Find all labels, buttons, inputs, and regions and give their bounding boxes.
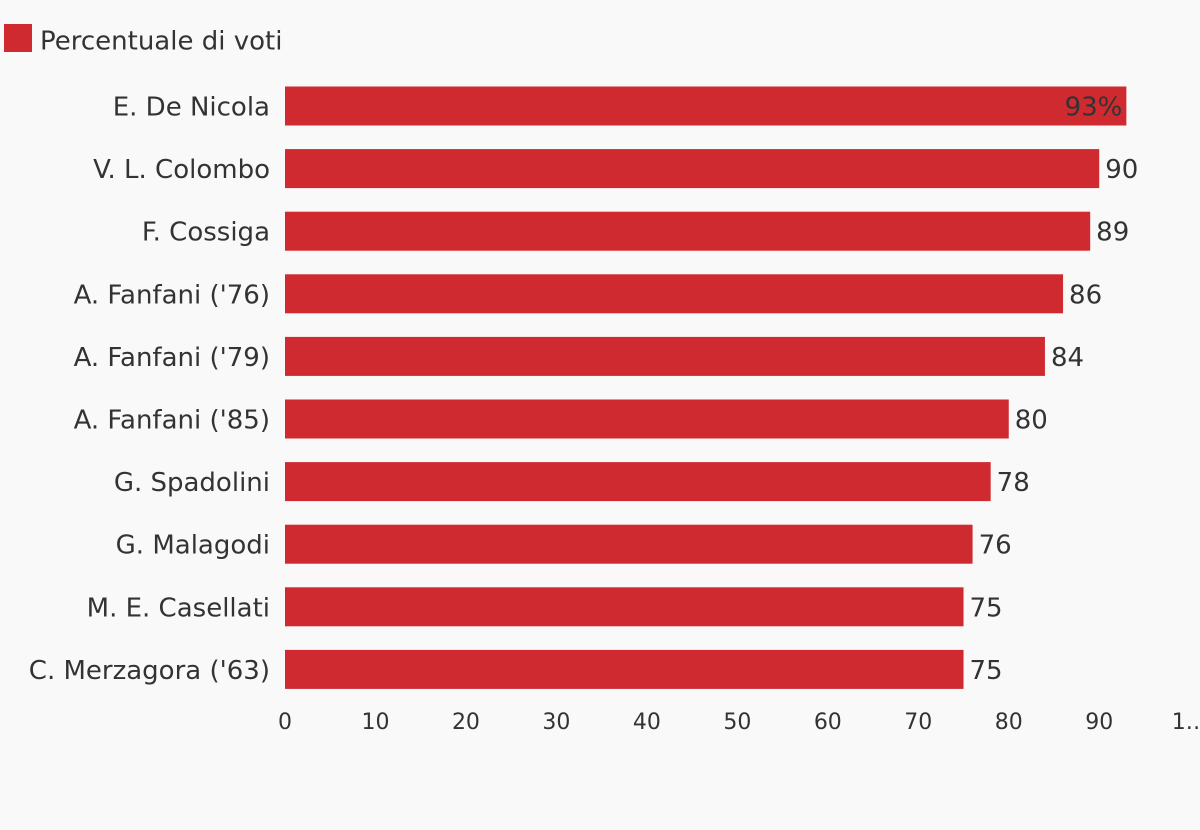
- value-label: 93%: [1065, 93, 1123, 123]
- value-label: 76: [979, 531, 1012, 561]
- y-tick-label: A. Fanfani ('76): [74, 280, 270, 310]
- value-label: 84: [1051, 343, 1084, 373]
- value-label: 89: [1096, 218, 1129, 248]
- y-tick-label: C. Merzagora ('63): [29, 656, 270, 686]
- legend-label: Percentuale di voti: [40, 27, 282, 57]
- bar: [285, 274, 1064, 314]
- value-label: 75: [970, 656, 1003, 686]
- x-tick-label: 10: [361, 710, 389, 735]
- bar: [285, 649, 964, 689]
- x-tick-label: 70: [904, 710, 932, 735]
- x-tick-label: 50: [723, 710, 751, 735]
- bar: [285, 149, 1100, 189]
- y-tick-label: G. Malagodi: [116, 531, 270, 561]
- y-tick-label: V. L. Colombo: [93, 155, 270, 185]
- value-label: 86: [1069, 280, 1102, 310]
- x-tick-label: 90: [1085, 710, 1113, 735]
- legend-swatch: [4, 24, 32, 52]
- value-label: 75: [970, 593, 1003, 623]
- x-tick-label: 20: [452, 710, 480, 735]
- value-label: 80: [1015, 406, 1048, 436]
- x-tick-label: 60: [814, 710, 842, 735]
- bar: [285, 524, 973, 564]
- bar: [285, 587, 964, 627]
- bar: [285, 399, 1009, 439]
- bar: [285, 211, 1091, 251]
- x-tick-label: 40: [633, 710, 661, 735]
- y-tick-label: E. De Nicola: [113, 93, 270, 123]
- y-tick-label: M. E. Casellati: [87, 593, 270, 623]
- bar: [285, 336, 1045, 376]
- y-tick-label: A. Fanfani ('79): [74, 343, 270, 373]
- x-tick-label: 1…: [1172, 710, 1200, 735]
- x-tick-label: 0: [278, 710, 292, 735]
- y-tick-label: A. Fanfani ('85): [74, 406, 270, 436]
- bar: [285, 462, 991, 502]
- x-tick-label: 80: [995, 710, 1023, 735]
- value-label: 78: [997, 468, 1030, 498]
- y-tick-label: F. Cossiga: [142, 218, 270, 248]
- bar: [285, 86, 1127, 126]
- y-tick-label: G. Spadolini: [114, 468, 270, 498]
- value-label: 90: [1105, 155, 1138, 185]
- x-tick-label: 30: [542, 710, 570, 735]
